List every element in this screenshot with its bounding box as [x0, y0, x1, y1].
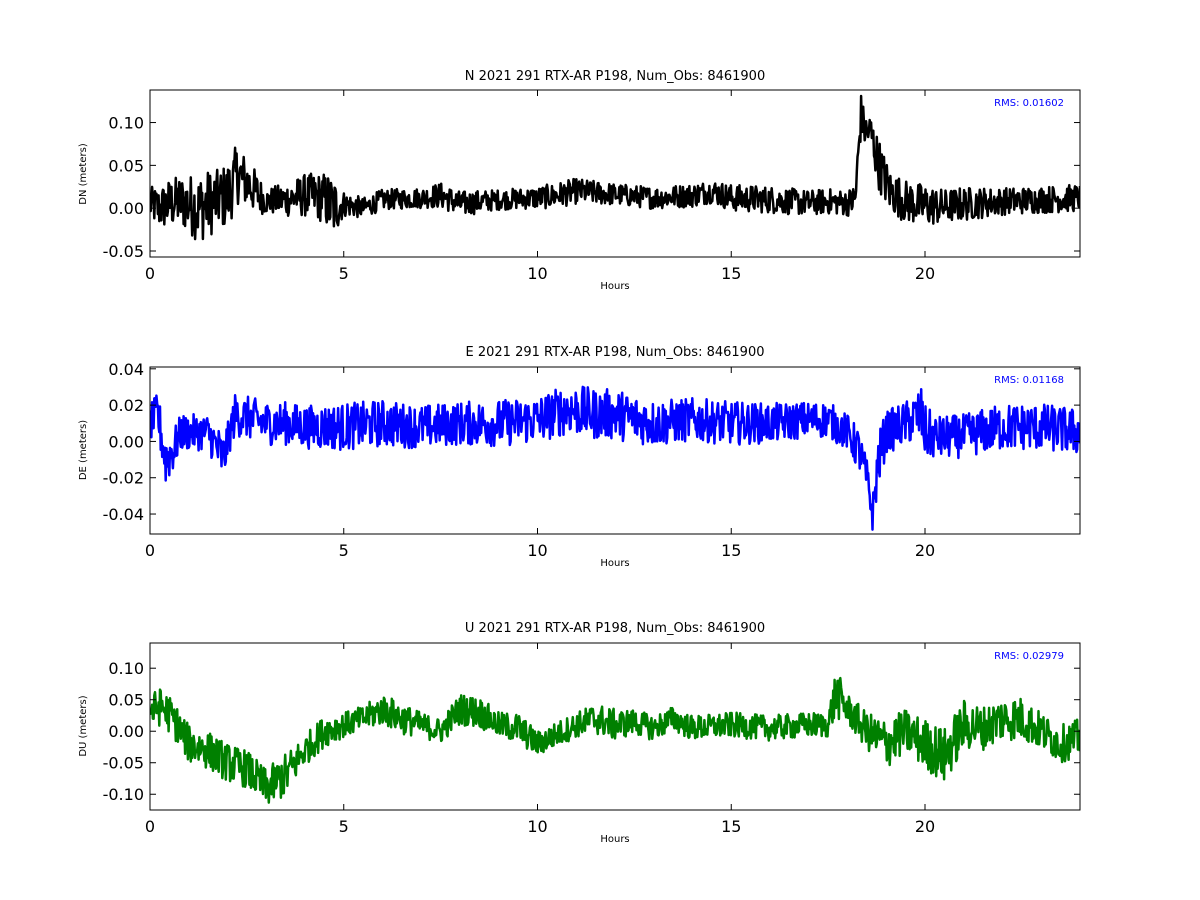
- x-tick-label: 5: [339, 817, 349, 836]
- x-tick-label: 10: [527, 817, 547, 836]
- axes-frame: [149, 642, 1081, 811]
- panel-up: U 2021 291 RTX-AR P198, Num_Obs: 8461900…: [78, 621, 1081, 845]
- x-tick-label: 10: [527, 541, 547, 560]
- x-axis: 0 5 10 15 20: [145, 90, 935, 283]
- x-tick-label: 5: [339, 541, 349, 560]
- y-tick-label: 0.05: [108, 691, 144, 710]
- chart-title: N 2021 291 RTX-AR P198, Num_Obs: 8461900: [465, 69, 765, 84]
- y-axis-label: DN (meters): [78, 143, 89, 205]
- series-line: [150, 94, 1080, 241]
- x-tick-label: 15: [721, 541, 741, 560]
- x-tick-label: 20: [915, 541, 935, 560]
- y-tick-label: 0.04: [108, 360, 144, 379]
- series-line: [150, 676, 1080, 804]
- y-tick-label: 0.00: [108, 199, 144, 218]
- x-axis-label: Hours: [600, 558, 629, 569]
- y-tick-label: 0.10: [108, 114, 144, 133]
- series-line: [150, 385, 1080, 531]
- x-tick-label: 0: [145, 817, 155, 836]
- x-tick-label: 0: [145, 264, 155, 283]
- x-tick-label: 5: [339, 264, 349, 283]
- x-tick-label: 0: [145, 541, 155, 560]
- chart-title: U 2021 291 RTX-AR P198, Num_Obs: 8461900: [465, 621, 765, 636]
- x-axis: 0 5 10 15 20: [145, 643, 935, 836]
- y-axis-label: DE (meters): [78, 420, 89, 480]
- y-tick-label: -0.05: [103, 242, 144, 261]
- chart-title: E 2021 291 RTX-AR P198, Num_Obs: 8461900: [466, 345, 765, 360]
- rms-annotation: RMS: 0.01168: [994, 375, 1064, 386]
- y-tick-label: 0.02: [108, 396, 144, 415]
- y-axis-label: DU (meters): [78, 695, 89, 756]
- plot-area: [150, 385, 1080, 531]
- x-axis-label: Hours: [600, 281, 629, 292]
- y-tick-label: 0.00: [108, 722, 144, 741]
- x-tick-label: 15: [721, 264, 741, 283]
- y-tick-label: -0.10: [103, 785, 144, 804]
- y-tick-label: -0.05: [103, 754, 144, 773]
- y-axis: -0.05 0.00 0.05 0.10: [103, 114, 1080, 261]
- x-tick-label: 10: [527, 264, 547, 283]
- y-axis: -0.10 -0.05 0.00 0.05 0.10: [103, 659, 1080, 804]
- y-tick-label: -0.04: [103, 505, 144, 524]
- axes-frame: [149, 366, 1081, 535]
- y-axis: -0.04 -0.02 0.00 0.02 0.04: [103, 360, 1080, 524]
- x-axis-label: Hours: [600, 834, 629, 845]
- axes-frame: [149, 89, 1081, 258]
- y-tick-label: 0.05: [108, 156, 144, 175]
- x-tick-label: 15: [721, 817, 741, 836]
- y-tick-label: 0.00: [108, 432, 144, 451]
- panel-east: E 2021 291 RTX-AR P198, Num_Obs: 8461900…: [78, 345, 1081, 569]
- x-axis: 0 5 10 15 20: [145, 367, 935, 560]
- y-tick-label: 0.10: [108, 659, 144, 678]
- plot-area: [150, 94, 1080, 241]
- plot-area: [150, 676, 1080, 804]
- rms-annotation: RMS: 0.01602: [994, 98, 1064, 109]
- x-tick-label: 20: [915, 817, 935, 836]
- panel-north: N 2021 291 RTX-AR P198, Num_Obs: 8461900…: [78, 69, 1081, 292]
- x-tick-label: 20: [915, 264, 935, 283]
- y-tick-label: -0.02: [103, 469, 144, 488]
- rms-annotation: RMS: 0.02979: [994, 651, 1064, 662]
